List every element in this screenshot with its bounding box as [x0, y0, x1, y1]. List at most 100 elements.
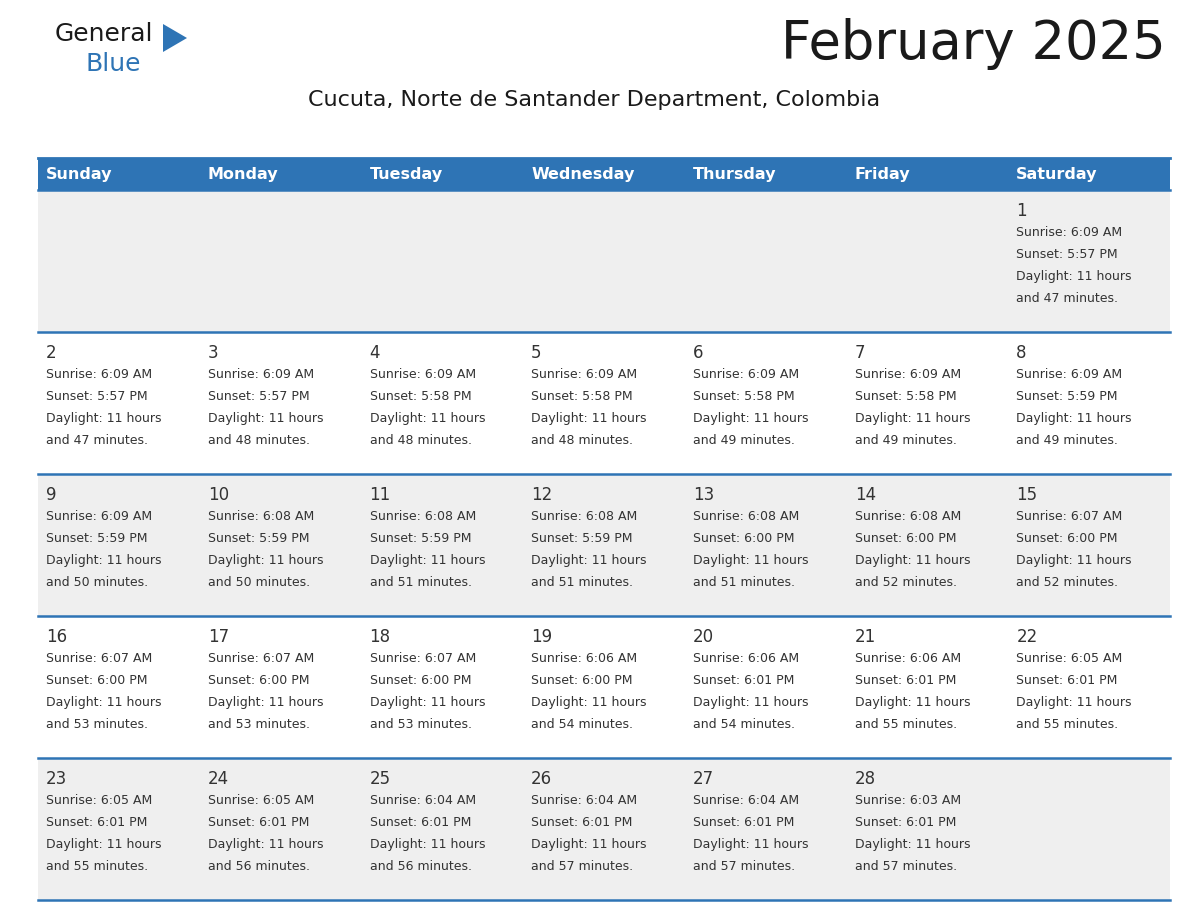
Text: Sunrise: 6:04 AM: Sunrise: 6:04 AM — [369, 794, 475, 807]
Text: Daylight: 11 hours: Daylight: 11 hours — [46, 412, 162, 425]
Text: 22: 22 — [1017, 628, 1037, 646]
Text: Sunset: 5:57 PM: Sunset: 5:57 PM — [208, 390, 309, 403]
Text: Tuesday: Tuesday — [369, 166, 443, 182]
Text: and 50 minutes.: and 50 minutes. — [208, 577, 310, 589]
Text: Sunset: 6:01 PM: Sunset: 6:01 PM — [531, 816, 632, 829]
Text: and 51 minutes.: and 51 minutes. — [693, 577, 795, 589]
Text: and 49 minutes.: and 49 minutes. — [854, 434, 956, 447]
Text: Sunrise: 6:08 AM: Sunrise: 6:08 AM — [854, 510, 961, 523]
Text: Sunrise: 6:07 AM: Sunrise: 6:07 AM — [369, 652, 475, 666]
Text: Sunset: 5:57 PM: Sunset: 5:57 PM — [46, 390, 147, 403]
Text: and 50 minutes.: and 50 minutes. — [46, 577, 148, 589]
Text: Daylight: 11 hours: Daylight: 11 hours — [531, 412, 646, 425]
Text: General: General — [55, 22, 153, 46]
Text: 12: 12 — [531, 486, 552, 504]
Text: Sunset: 5:59 PM: Sunset: 5:59 PM — [46, 532, 147, 545]
Text: and 53 minutes.: and 53 minutes. — [46, 718, 148, 732]
Text: Sunrise: 6:04 AM: Sunrise: 6:04 AM — [693, 794, 800, 807]
Text: 16: 16 — [46, 628, 68, 646]
Text: Sunrise: 6:06 AM: Sunrise: 6:06 AM — [854, 652, 961, 666]
Bar — [523, 158, 684, 190]
Text: 28: 28 — [854, 770, 876, 788]
Text: 5: 5 — [531, 344, 542, 362]
Text: Sunset: 6:00 PM: Sunset: 6:00 PM — [693, 532, 795, 545]
Text: Daylight: 11 hours: Daylight: 11 hours — [369, 696, 485, 710]
Text: Sunrise: 6:07 AM: Sunrise: 6:07 AM — [46, 652, 152, 666]
Bar — [200, 158, 361, 190]
Text: Blue: Blue — [86, 52, 140, 76]
Text: Sunset: 5:58 PM: Sunset: 5:58 PM — [531, 390, 633, 403]
Text: Daylight: 11 hours: Daylight: 11 hours — [46, 554, 162, 567]
Text: Sunset: 6:01 PM: Sunset: 6:01 PM — [854, 816, 956, 829]
Text: Sunrise: 6:08 AM: Sunrise: 6:08 AM — [369, 510, 475, 523]
Text: Wednesday: Wednesday — [531, 166, 634, 182]
Text: Sunset: 6:00 PM: Sunset: 6:00 PM — [369, 674, 470, 688]
Text: 20: 20 — [693, 628, 714, 646]
Text: 15: 15 — [1017, 486, 1037, 504]
Text: 24: 24 — [208, 770, 229, 788]
Text: 9: 9 — [46, 486, 57, 504]
Bar — [684, 158, 847, 190]
Text: and 48 minutes.: and 48 minutes. — [369, 434, 472, 447]
Text: Daylight: 11 hours: Daylight: 11 hours — [369, 554, 485, 567]
Text: Daylight: 11 hours: Daylight: 11 hours — [369, 412, 485, 425]
Text: Daylight: 11 hours: Daylight: 11 hours — [1017, 270, 1132, 284]
Text: Friday: Friday — [854, 166, 910, 182]
Text: Daylight: 11 hours: Daylight: 11 hours — [693, 696, 809, 710]
Text: Sunset: 5:58 PM: Sunset: 5:58 PM — [693, 390, 795, 403]
Text: Sunset: 6:01 PM: Sunset: 6:01 PM — [208, 816, 309, 829]
Text: and 57 minutes.: and 57 minutes. — [531, 860, 633, 873]
Text: Sunday: Sunday — [46, 166, 113, 182]
Text: Sunset: 6:00 PM: Sunset: 6:00 PM — [46, 674, 147, 688]
Text: Daylight: 11 hours: Daylight: 11 hours — [208, 412, 323, 425]
Bar — [38, 758, 1170, 900]
Text: Daylight: 11 hours: Daylight: 11 hours — [531, 696, 646, 710]
Text: Sunrise: 6:06 AM: Sunrise: 6:06 AM — [531, 652, 637, 666]
Text: and 53 minutes.: and 53 minutes. — [369, 718, 472, 732]
Text: Cucuta, Norte de Santander Department, Colombia: Cucuta, Norte de Santander Department, C… — [308, 90, 880, 110]
Text: Sunrise: 6:09 AM: Sunrise: 6:09 AM — [531, 368, 637, 381]
Bar — [847, 158, 1009, 190]
Text: 13: 13 — [693, 486, 714, 504]
Text: 11: 11 — [369, 486, 391, 504]
Text: 10: 10 — [208, 486, 229, 504]
Text: and 57 minutes.: and 57 minutes. — [854, 860, 956, 873]
Text: Sunset: 6:00 PM: Sunset: 6:00 PM — [1017, 532, 1118, 545]
Text: Sunrise: 6:09 AM: Sunrise: 6:09 AM — [1017, 226, 1123, 240]
Text: and 47 minutes.: and 47 minutes. — [46, 434, 148, 447]
Text: 27: 27 — [693, 770, 714, 788]
Text: 18: 18 — [369, 628, 391, 646]
Text: Sunset: 5:57 PM: Sunset: 5:57 PM — [1017, 248, 1118, 262]
Text: Daylight: 11 hours: Daylight: 11 hours — [693, 554, 809, 567]
Text: Sunset: 6:01 PM: Sunset: 6:01 PM — [693, 674, 795, 688]
Text: and 57 minutes.: and 57 minutes. — [693, 860, 795, 873]
Text: Sunrise: 6:05 AM: Sunrise: 6:05 AM — [46, 794, 152, 807]
Text: Sunset: 6:01 PM: Sunset: 6:01 PM — [693, 816, 795, 829]
Text: Sunset: 6:00 PM: Sunset: 6:00 PM — [208, 674, 309, 688]
Text: 1: 1 — [1017, 202, 1026, 220]
Text: and 54 minutes.: and 54 minutes. — [531, 718, 633, 732]
Text: Sunset: 5:59 PM: Sunset: 5:59 PM — [1017, 390, 1118, 403]
Text: and 52 minutes.: and 52 minutes. — [854, 577, 956, 589]
Text: Sunrise: 6:05 AM: Sunrise: 6:05 AM — [1017, 652, 1123, 666]
Text: Sunrise: 6:09 AM: Sunrise: 6:09 AM — [46, 510, 152, 523]
Text: Daylight: 11 hours: Daylight: 11 hours — [208, 696, 323, 710]
Text: Daylight: 11 hours: Daylight: 11 hours — [46, 696, 162, 710]
Text: Daylight: 11 hours: Daylight: 11 hours — [693, 412, 809, 425]
Bar — [38, 190, 1170, 332]
Text: Sunset: 5:59 PM: Sunset: 5:59 PM — [531, 532, 633, 545]
Text: and 48 minutes.: and 48 minutes. — [531, 434, 633, 447]
Text: Daylight: 11 hours: Daylight: 11 hours — [693, 838, 809, 851]
Text: Sunset: 6:00 PM: Sunset: 6:00 PM — [531, 674, 633, 688]
Text: Thursday: Thursday — [693, 166, 777, 182]
Text: Sunrise: 6:08 AM: Sunrise: 6:08 AM — [531, 510, 638, 523]
Text: 21: 21 — [854, 628, 876, 646]
Text: Daylight: 11 hours: Daylight: 11 hours — [1017, 696, 1132, 710]
Text: and 48 minutes.: and 48 minutes. — [208, 434, 310, 447]
Text: Sunrise: 6:05 AM: Sunrise: 6:05 AM — [208, 794, 314, 807]
Text: and 52 minutes.: and 52 minutes. — [1017, 577, 1118, 589]
Text: Saturday: Saturday — [1017, 166, 1098, 182]
Text: Daylight: 11 hours: Daylight: 11 hours — [1017, 554, 1132, 567]
Text: Sunrise: 6:07 AM: Sunrise: 6:07 AM — [208, 652, 314, 666]
Text: and 56 minutes.: and 56 minutes. — [208, 860, 310, 873]
